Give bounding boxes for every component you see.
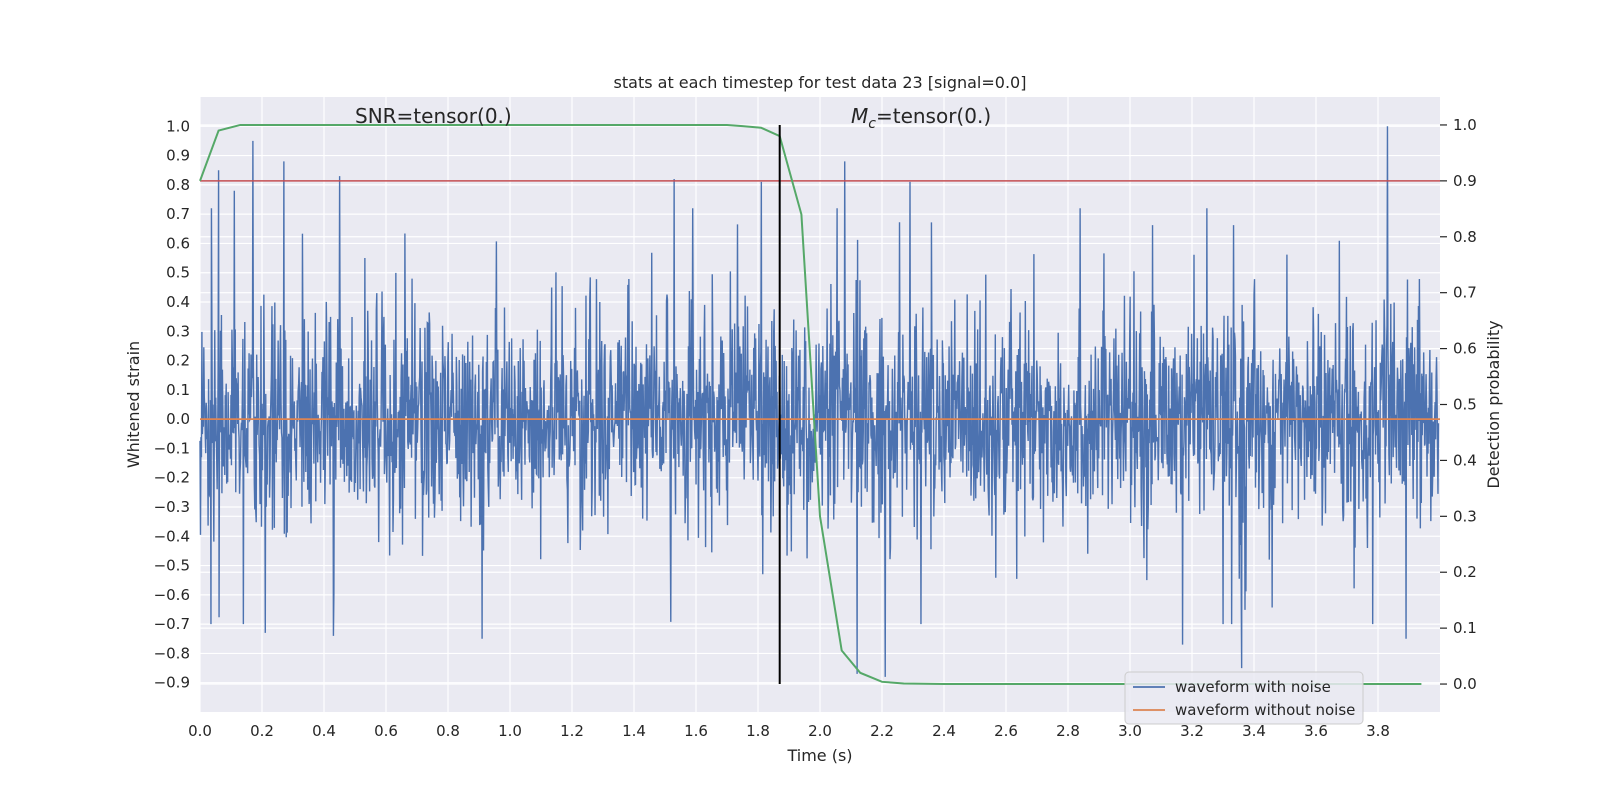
y-left-tick-label: −0.9: [154, 674, 190, 692]
y-left-tick-label: −0.6: [154, 586, 190, 604]
x-tick-label: 0.4: [312, 722, 336, 740]
y-axis-label-left: Whitened strain: [124, 341, 143, 468]
y-left-tick-label: −0.2: [154, 469, 190, 487]
x-tick-label: 3.6: [1304, 722, 1328, 740]
legend: waveform with noise waveform without noi…: [1124, 671, 1364, 725]
y-right-tick-label: 0.7: [1453, 284, 1477, 302]
x-tick-label: 2.4: [932, 722, 956, 740]
annotation-mc-subscript: c: [868, 116, 876, 132]
series-waveform-with-noise: [199, 126, 1440, 677]
annotation-mc: Mc=tensor(0.): [851, 104, 991, 132]
y-axis-label-right: Detection probability: [1484, 320, 1503, 488]
y-left-tick-label: 0.5: [166, 264, 190, 282]
y-right-tick-label: 0.4: [1453, 451, 1477, 469]
x-tick-label: 1.2: [560, 722, 584, 740]
y-left-tick-label: 0.9: [166, 147, 190, 165]
x-tick-label: 2.6: [994, 722, 1018, 740]
x-tick-label: 1.0: [498, 722, 522, 740]
x-tick-label: 2.2: [870, 722, 894, 740]
x-tick-label: 1.8: [746, 722, 770, 740]
x-tick-label: 2.0: [808, 722, 832, 740]
y-right-tick-label: 0.9: [1453, 172, 1477, 190]
y-right-tick-label: 0.5: [1453, 396, 1477, 414]
x-tick-label: 0.6: [374, 722, 398, 740]
series-lines: [199, 123, 1440, 686]
x-tick-label: 0.8: [436, 722, 460, 740]
y-left-tick-label: 0.1: [166, 381, 190, 399]
x-tick-label: 3.8: [1366, 722, 1390, 740]
y-right-tick-label: 0.1: [1453, 619, 1477, 637]
y-left-tick-label: 0.4: [166, 293, 190, 311]
y-left-tick-label: −0.7: [154, 615, 190, 633]
series-line-detection-probability: [199, 123, 1422, 686]
y-left-tick-label: 1.0: [166, 117, 190, 135]
x-axis-label: Time (s): [786, 746, 852, 765]
y-right-tick-label: 0.6: [1453, 340, 1477, 358]
x-tick-label: 1.4: [622, 722, 646, 740]
y-right-tick-label: 0.0: [1453, 675, 1477, 693]
y-left-tick-label: −0.8: [154, 644, 190, 662]
annotation-mc-value: =tensor(0.): [876, 104, 991, 128]
x-tick-label: 3.2: [1180, 722, 1204, 740]
y-right-tick-label: 1.0: [1453, 116, 1477, 134]
y-left-tick-label: −0.5: [154, 557, 190, 575]
legend-box: [1124, 671, 1364, 725]
y-left-tick-label: 0.8: [166, 176, 190, 194]
axes: 0.0 0.2 0.4 0.6 0.8 1.0 1.2 1.4 1.6 1.8 2.0 2.2 2.4 2…: [154, 116, 1477, 740]
x-tick-label: 1.6: [684, 722, 708, 740]
y-left-tick-label: −0.4: [154, 527, 190, 545]
y-left-tick-label: 0.3: [166, 322, 190, 340]
x-tick-label: 3.4: [1242, 722, 1266, 740]
y-right-tick-label: 0.2: [1453, 563, 1477, 581]
x-tick-label: 0.0: [188, 722, 212, 740]
y-left-tick-label: 0.2: [166, 352, 190, 370]
legend-label-waveform-without-noise: waveform without noise: [1175, 701, 1355, 719]
y-left-tick-label: 0.7: [166, 205, 190, 223]
y-left-tick-label: 0.6: [166, 234, 190, 252]
series-line-waveform-with-noise: [199, 126, 1440, 677]
y-left-tick-label: −0.3: [154, 498, 190, 516]
chart-title: stats at each timestep for test data 23 …: [614, 73, 1027, 92]
y-left-tick-label: −0.1: [154, 439, 190, 457]
annotation-snr: SNR=tensor(0.): [355, 104, 512, 128]
y-right-tick-label: 0.8: [1453, 228, 1477, 246]
x-tick-label: 2.8: [1056, 722, 1080, 740]
y-left-tick-label: 0.0: [166, 410, 190, 428]
x-tick-label: 0.2: [250, 722, 274, 740]
legend-label-waveform-with-noise: waveform with noise: [1175, 678, 1331, 696]
y-right-tick-label: 0.3: [1453, 507, 1477, 525]
annotation-mc-symbol: M: [851, 104, 868, 128]
x-tick-label: 3.0: [1118, 722, 1142, 740]
